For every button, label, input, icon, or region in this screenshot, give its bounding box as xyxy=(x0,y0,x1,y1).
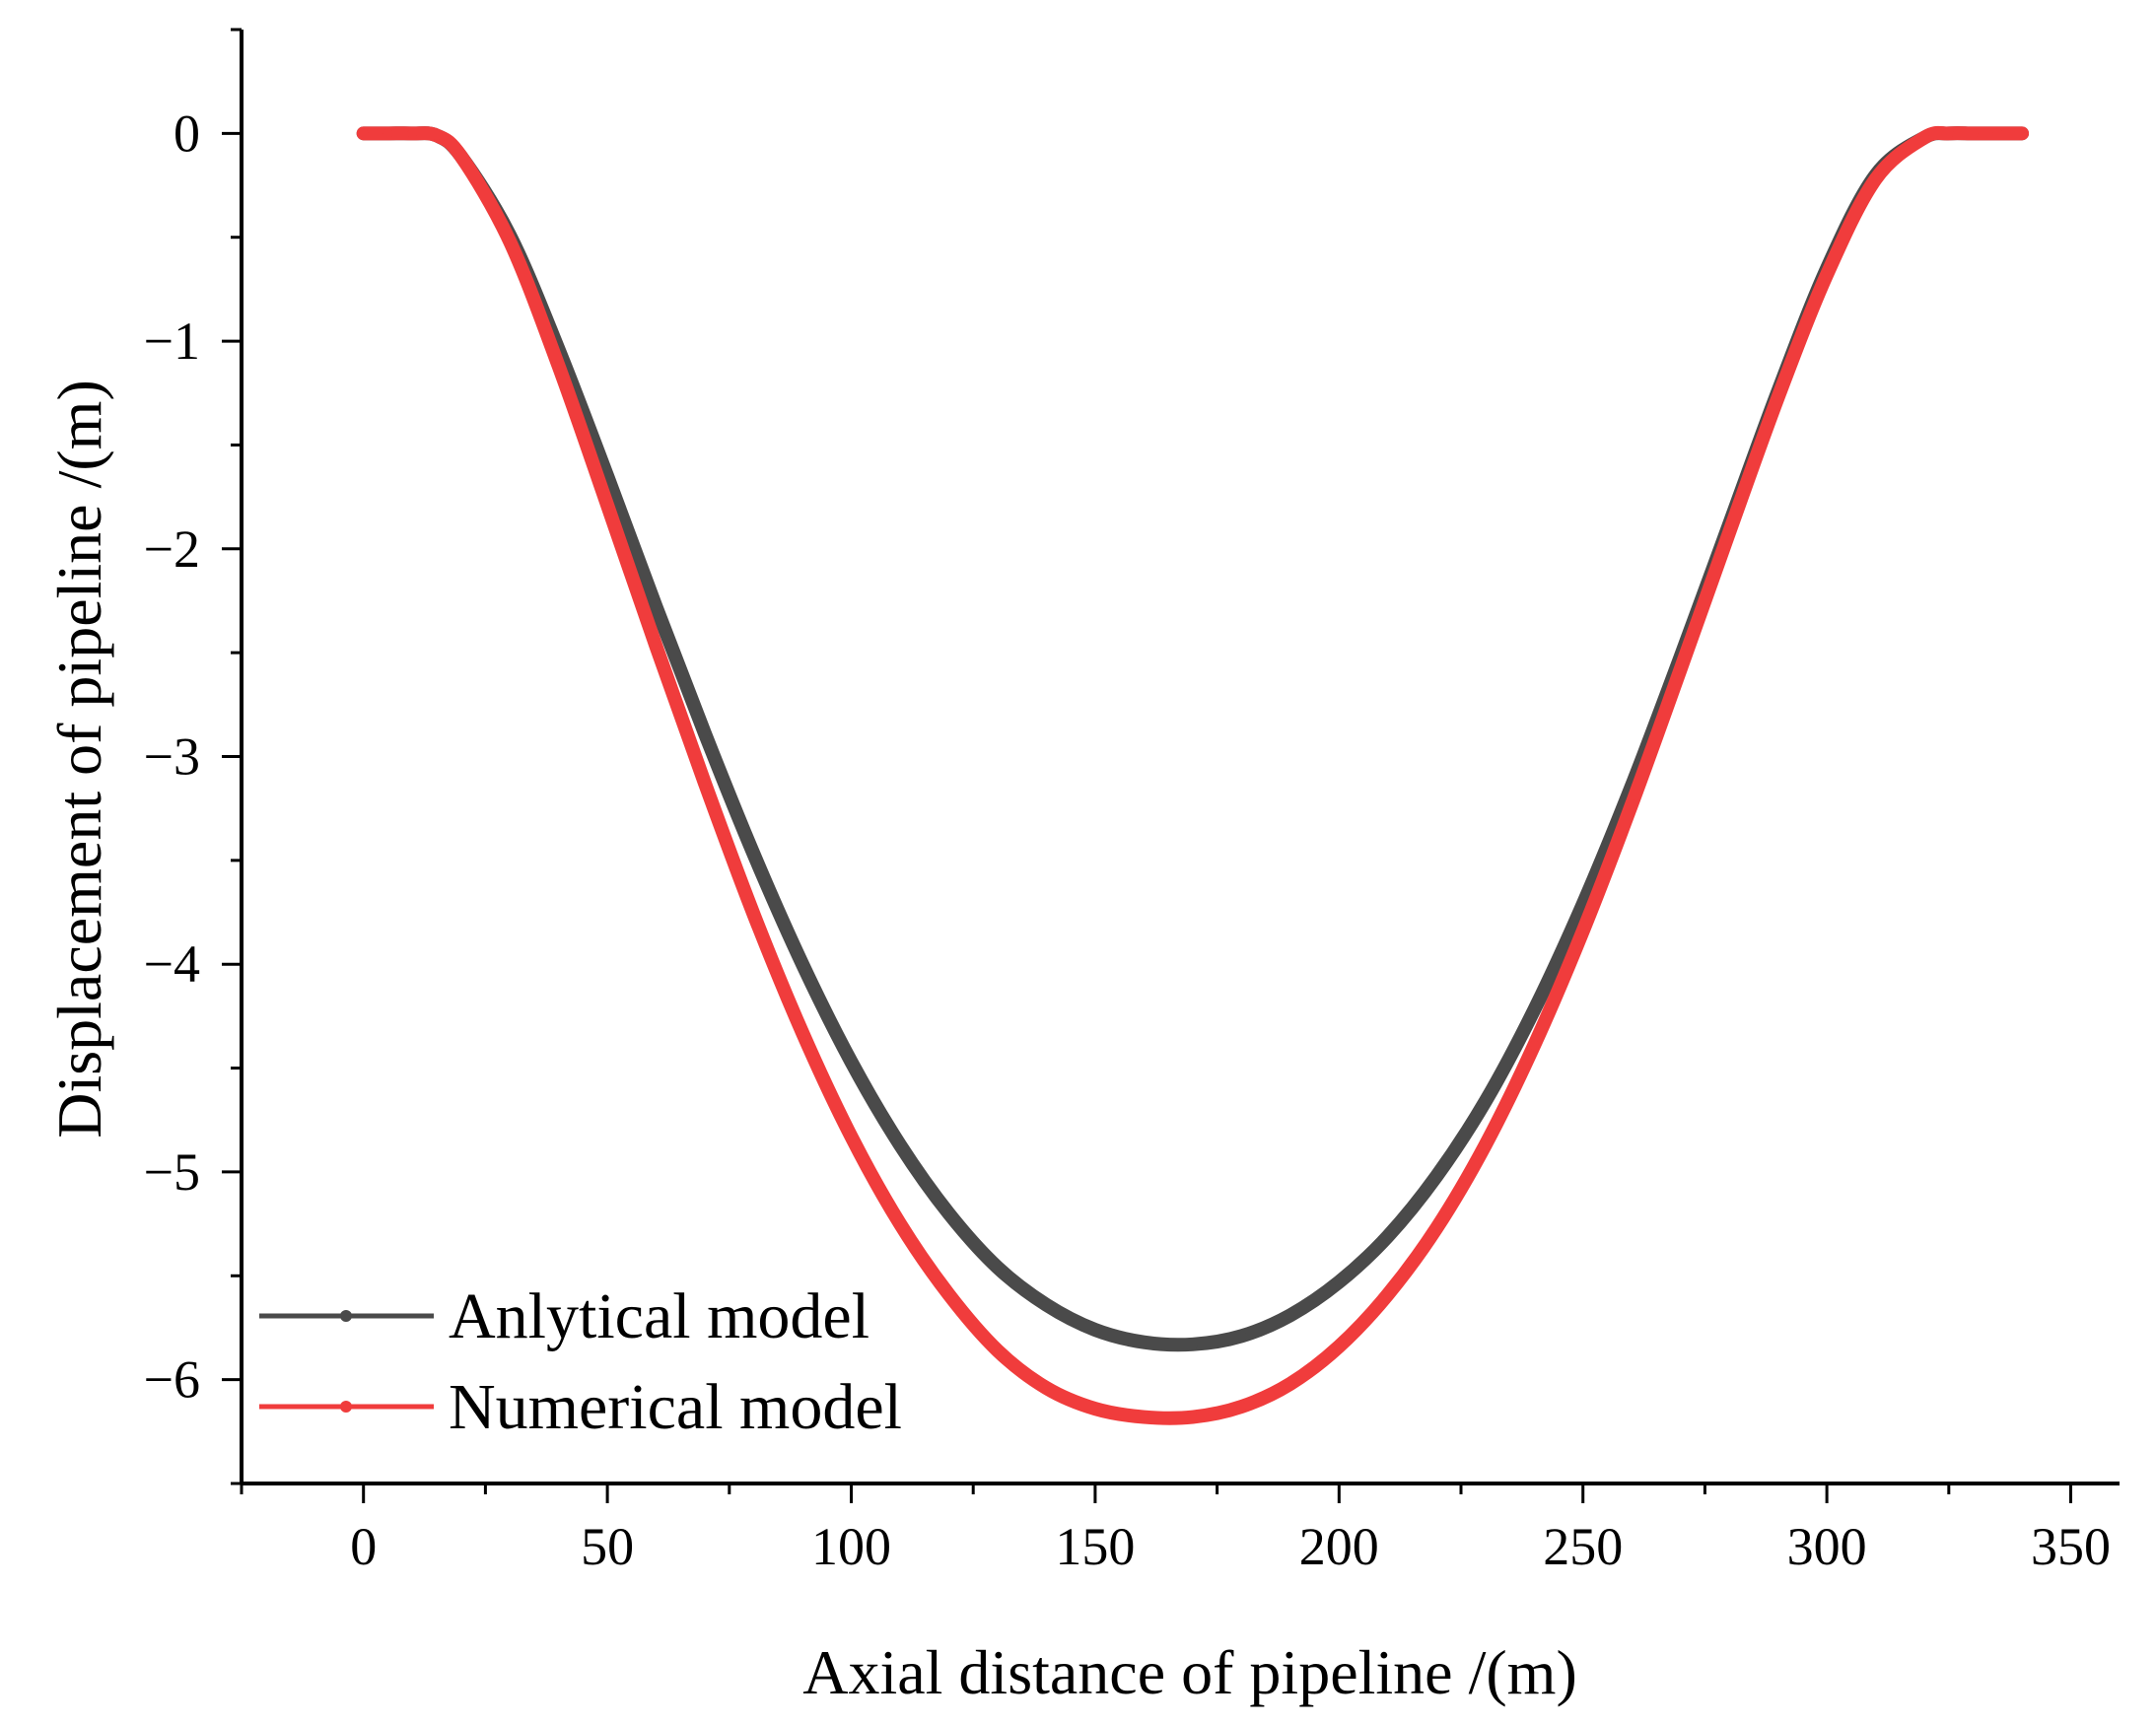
data-point xyxy=(1187,1339,1198,1349)
data-point xyxy=(1675,664,1686,674)
data-point xyxy=(1382,1289,1393,1300)
data-point xyxy=(748,849,759,860)
data-point xyxy=(1870,173,1881,184)
data-point xyxy=(894,1218,905,1229)
y-axis-title: Displacement of pipeline /(m) xyxy=(44,380,114,1138)
data-point xyxy=(553,361,564,372)
data-point xyxy=(992,1262,1003,1273)
y-tick-label: −4 xyxy=(144,934,200,994)
x-tick-label: 350 xyxy=(2031,1517,2111,1576)
data-point xyxy=(992,1346,1003,1356)
y-tick-label: −6 xyxy=(144,1350,200,1410)
data-point xyxy=(798,1027,808,1038)
data-point xyxy=(1089,1404,1100,1414)
data-point xyxy=(505,236,516,246)
data-point xyxy=(2017,128,2028,139)
data-point xyxy=(1285,1310,1295,1321)
x-tick-label: 200 xyxy=(1299,1517,1379,1576)
y-tick-label: −3 xyxy=(144,727,200,787)
data-point xyxy=(846,1057,857,1068)
series-line-analytical xyxy=(356,126,2030,1352)
data-point xyxy=(1139,1412,1149,1422)
data-point xyxy=(1236,1331,1247,1342)
data-point xyxy=(700,728,711,739)
legend-label: Anlytical model xyxy=(449,1280,869,1352)
data-point xyxy=(1773,391,1783,402)
x-axis-title: Axial distance of pipeline /(m) xyxy=(802,1637,1577,1707)
data-point xyxy=(1285,1378,1295,1389)
data-point xyxy=(1480,1096,1491,1107)
data-point xyxy=(1041,1383,1052,1394)
x-tick-label: 50 xyxy=(581,1517,634,1576)
legend-label: Numerical model xyxy=(449,1371,902,1443)
data-point xyxy=(1041,1299,1052,1310)
data-point xyxy=(1236,1402,1247,1413)
data-point xyxy=(1724,526,1735,537)
data-point xyxy=(1627,798,1637,809)
x-tick-label: 0 xyxy=(350,1517,377,1576)
data-point xyxy=(1480,1139,1491,1150)
legend-swatch-marker xyxy=(340,1310,352,1322)
data-point xyxy=(1139,1337,1149,1347)
data-point xyxy=(943,1289,954,1300)
data-point xyxy=(1382,1231,1393,1242)
data-point xyxy=(602,500,613,511)
data-point xyxy=(1919,132,1930,143)
data-point xyxy=(1577,926,1588,936)
data-point xyxy=(700,778,711,789)
data-point xyxy=(798,959,808,970)
data-point xyxy=(1529,1040,1540,1051)
y-tick-label: −2 xyxy=(144,519,200,579)
data-point xyxy=(1187,1412,1198,1422)
legend: Anlytical model Numerical model xyxy=(259,1280,902,1443)
data-point xyxy=(894,1139,905,1150)
data-point xyxy=(1529,1004,1540,1015)
data-point xyxy=(1968,128,1979,139)
data-point xyxy=(1334,1276,1345,1287)
data-point xyxy=(651,601,661,612)
data-point xyxy=(1431,1222,1442,1233)
data-point xyxy=(1334,1341,1345,1351)
data-point xyxy=(407,128,418,139)
data-point xyxy=(455,151,466,162)
x-tick-label: 100 xyxy=(811,1517,891,1576)
data-point xyxy=(1089,1325,1100,1336)
y-tick-label: −1 xyxy=(144,311,200,371)
y-tick-label: 0 xyxy=(174,104,200,163)
series-line-numerical xyxy=(356,125,2030,1425)
axes-layer: 0 50 100 150 200 250 300 350 0 −1 −2 −3 −4 −5 −6 xyxy=(144,28,2120,1576)
y-tick-label: −5 xyxy=(144,1142,200,1202)
data-point xyxy=(1992,128,2003,139)
x-tick-label: 250 xyxy=(1543,1517,1623,1576)
data-point xyxy=(846,1132,857,1142)
data-point xyxy=(1943,128,1954,139)
data-point xyxy=(943,1208,954,1219)
data-point xyxy=(358,128,369,139)
data-point xyxy=(1822,269,1833,280)
series-layer xyxy=(356,125,2030,1425)
data-point xyxy=(431,130,442,141)
x-tick-label: 150 xyxy=(1055,1517,1135,1576)
legend-swatch-marker xyxy=(340,1401,352,1413)
data-point xyxy=(1431,1171,1442,1182)
data-point xyxy=(651,641,661,652)
data-point xyxy=(383,128,393,139)
data-point xyxy=(748,909,759,920)
x-tick-label: 300 xyxy=(1787,1517,1867,1576)
